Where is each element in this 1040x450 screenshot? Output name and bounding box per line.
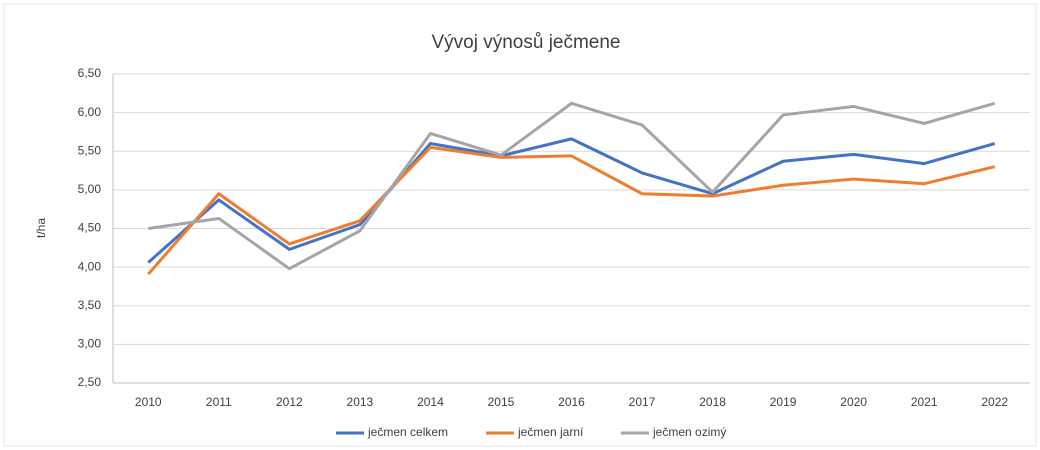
x-tick-label: 2013 (347, 395, 374, 409)
y-tick-label: 4,50 (78, 221, 102, 235)
legend-label: ječmen ozimý (652, 425, 726, 439)
x-tick-label: 2020 (840, 395, 867, 409)
series-line (147, 137, 996, 264)
chart-title: Vývoj výnosů ječmene (431, 32, 620, 53)
x-tick-label: 2012 (276, 395, 303, 409)
y-tick-label: 2,50 (78, 375, 102, 389)
y-axis-label: t/ha (34, 218, 48, 238)
legend-label: ječmen jarní (517, 425, 584, 439)
x-tick-label: 2017 (629, 395, 656, 409)
y-tick-label: 3,00 (78, 337, 102, 351)
x-tick-label: 2021 (911, 395, 938, 409)
x-tick-label: 2018 (699, 395, 726, 409)
x-tick-label: 2015 (488, 395, 515, 409)
legend-label: ječmen celkem (367, 425, 448, 439)
chart-frame (3, 3, 1037, 447)
series-line (147, 145, 996, 276)
y-tick-label: 3,50 (78, 298, 102, 312)
x-tick-label: 2010 (135, 395, 162, 409)
x-tick-label: 2022 (981, 395, 1008, 409)
x-tick-label: 2011 (206, 395, 232, 409)
y-tick-label: 5,00 (78, 182, 102, 196)
x-tick-label: 2016 (558, 395, 585, 409)
x-tick-label: 2014 (417, 395, 444, 409)
series-line (148, 101, 996, 271)
y-tick-label: 6,50 (78, 66, 102, 80)
y-tick-label: 4,00 (78, 259, 102, 273)
y-tick-label: 5,50 (78, 143, 102, 157)
x-tick-label: 2019 (770, 395, 797, 409)
y-tick-label: 6,00 (78, 105, 102, 119)
